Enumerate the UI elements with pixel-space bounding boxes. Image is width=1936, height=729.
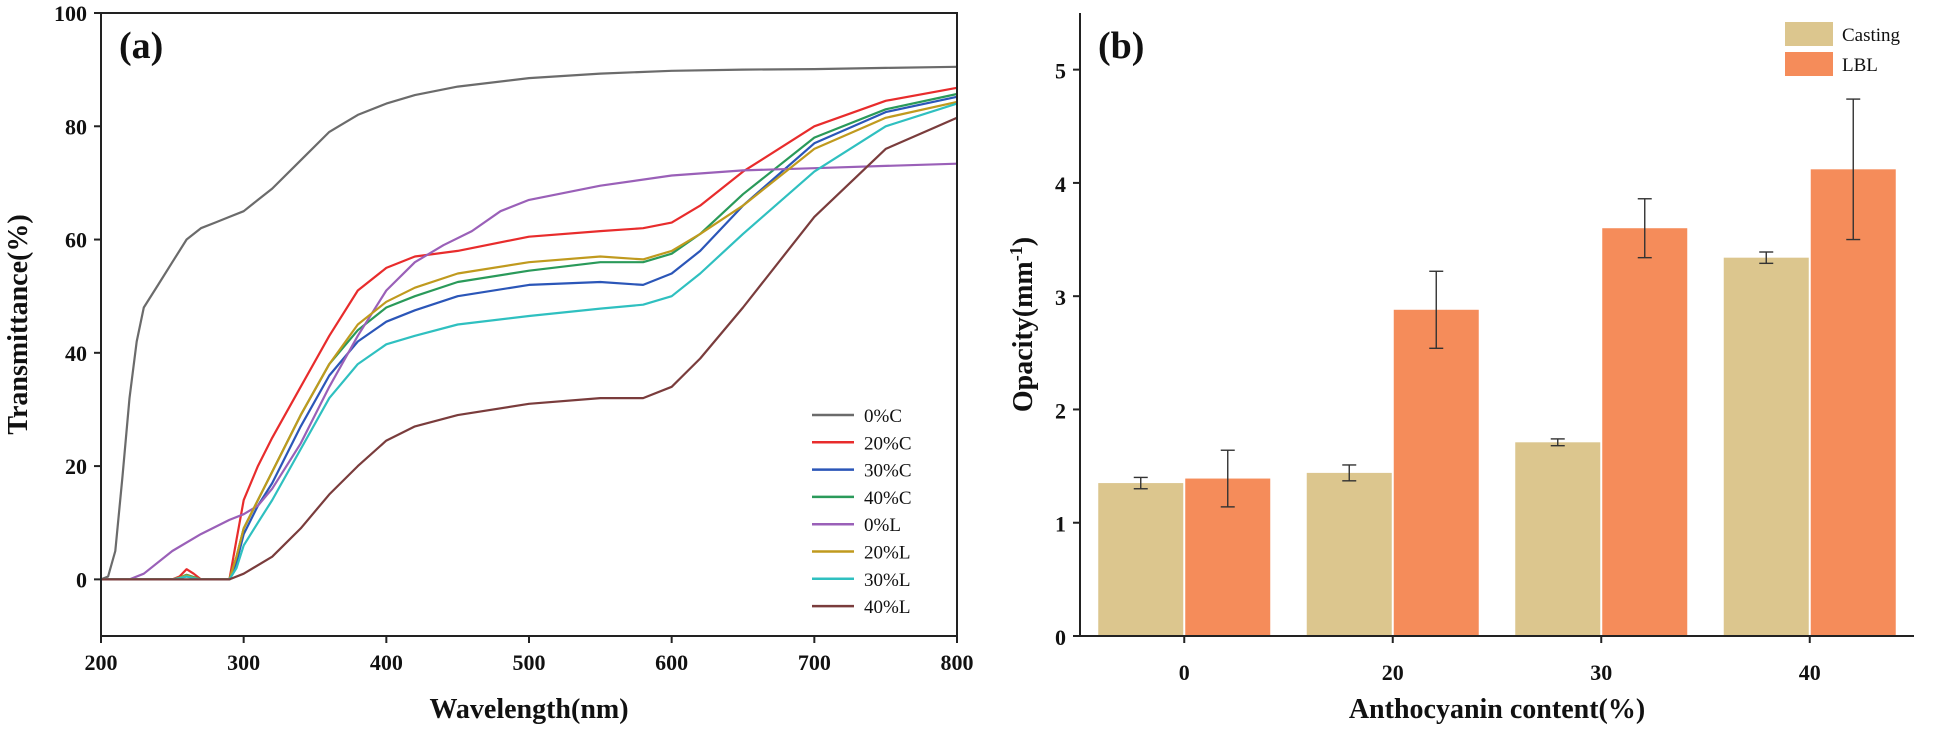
bar-LBL-40 <box>1810 169 1896 637</box>
panel-b-y-axis-title-superscript: -1 <box>1006 246 1026 261</box>
panel-b-x-tick-label: 20 <box>1382 660 1404 685</box>
bar-Casting-20 <box>1306 472 1392 636</box>
panel-b-x-tick-label: 30 <box>1590 660 1612 685</box>
bar-Casting-40 <box>1723 257 1809 636</box>
panel-b-opacity-chart: 0 1 2 3 4 5 0 20 30 40 (b) Anthocyanin content(%)… <box>1006 13 1914 725</box>
panel-a-transmittance-chart: 200 300 400 500 600 700 800 0 20 40 60 80 100 (a) Wa… <box>3 1 974 725</box>
series-line-30%C <box>101 95 958 581</box>
legend-label-0%L: 0%L <box>864 515 901 536</box>
panel-a-x-tick-label: 200 <box>85 650 118 675</box>
series-line-20%C <box>101 86 958 581</box>
panel-a-x-tick-label: 700 <box>798 650 831 675</box>
legend-label-40%L: 40%L <box>864 597 910 618</box>
bar-LBL-30 <box>1602 228 1688 636</box>
legend-swatch-Casting <box>1785 22 1833 46</box>
legend-label-20%L: 20%L <box>864 543 910 564</box>
panel-b-x-tick-label: 0 <box>1179 660 1190 685</box>
legend-swatch-LBL <box>1785 52 1833 76</box>
bar-LBL-20 <box>1393 309 1479 636</box>
panel-b-y-axis-title-close: ) <box>1008 237 1039 246</box>
panel-a-axis-ticks: 200 300 400 500 600 700 800 0 20 40 60 80 100 <box>54 1 974 675</box>
panel-a-y-tick-label: 20 <box>65 454 87 479</box>
panel-b-y-tick-label: 3 <box>1055 285 1066 310</box>
series-line-40%L <box>101 116 958 581</box>
panel-b-y-tick-label: 4 <box>1055 172 1066 197</box>
panel-a-x-axis-title: Wavelength(nm) <box>429 694 628 725</box>
panel-a-y-tick-label: 100 <box>54 1 87 26</box>
panel-b-y-tick-label: 2 <box>1055 398 1066 423</box>
panel-b-bars <box>1098 98 1896 637</box>
panel-a-y-axis-title: Transmittance(%) <box>3 214 34 434</box>
series-line-0%C <box>100 65 958 581</box>
panel-b-y-axis-title: Opacity(mm-1) <box>1006 237 1039 412</box>
series-line-20%L <box>101 100 958 581</box>
panel-b-x-tick-label: 40 <box>1799 660 1821 685</box>
panel-b-label: (b) <box>1098 25 1144 67</box>
panel-b-y-tick-label: 5 <box>1055 59 1066 84</box>
series-line-30%L <box>101 102 958 581</box>
legend-label-40%C: 40%C <box>864 488 912 509</box>
panel-b-y-axis-title-main: Opacity(mm <box>1008 261 1039 412</box>
panel-b-x-axis-title: Anthocyanin content(%) <box>1349 694 1645 725</box>
panel-b-y-tick-label: 1 <box>1055 512 1066 537</box>
legend-label-20%C: 20%C <box>864 433 912 454</box>
panel-a-x-tick-label: 800 <box>941 650 974 675</box>
panel-a-x-tick-label: 400 <box>370 650 403 675</box>
panel-b-axis-ticks: 0 1 2 3 4 5 0 20 30 40 <box>1055 59 1821 685</box>
legend-label-30%C: 30%C <box>864 461 912 482</box>
panel-a-y-tick-label: 80 <box>65 114 87 139</box>
panel-a-x-tick-label: 500 <box>513 650 546 675</box>
bar-Casting-0 <box>1098 483 1184 636</box>
panel-a-series-lines <box>100 65 958 581</box>
bar-Casting-30 <box>1515 442 1601 636</box>
panel-a-x-tick-label: 600 <box>655 650 688 675</box>
panel-a-legend: 0%C 20%C 30%C 40%C 0%L 20%L 30%L 40%L <box>812 406 912 618</box>
panel-b-legend: Casting LBL <box>1785 22 1901 76</box>
panel-a-x-tick-label: 300 <box>227 650 260 675</box>
panel-a-y-tick-label: 60 <box>65 228 87 253</box>
legend-label-LBL: LBL <box>1842 55 1878 76</box>
panel-b-y-tick-label: 0 <box>1055 625 1066 650</box>
series-line-0%L <box>101 162 958 581</box>
panel-a-y-tick-label: 0 <box>76 567 87 592</box>
panel-a-label: (a) <box>119 25 163 67</box>
legend-label-Casting: Casting <box>1842 25 1901 46</box>
legend-label-30%L: 30%L <box>864 570 910 591</box>
panel-b-axes <box>1079 13 1914 637</box>
panel-a-y-tick-label: 40 <box>65 341 87 366</box>
legend-label-0%C: 0%C <box>864 406 902 427</box>
panel-a-plot-frame <box>100 12 958 637</box>
